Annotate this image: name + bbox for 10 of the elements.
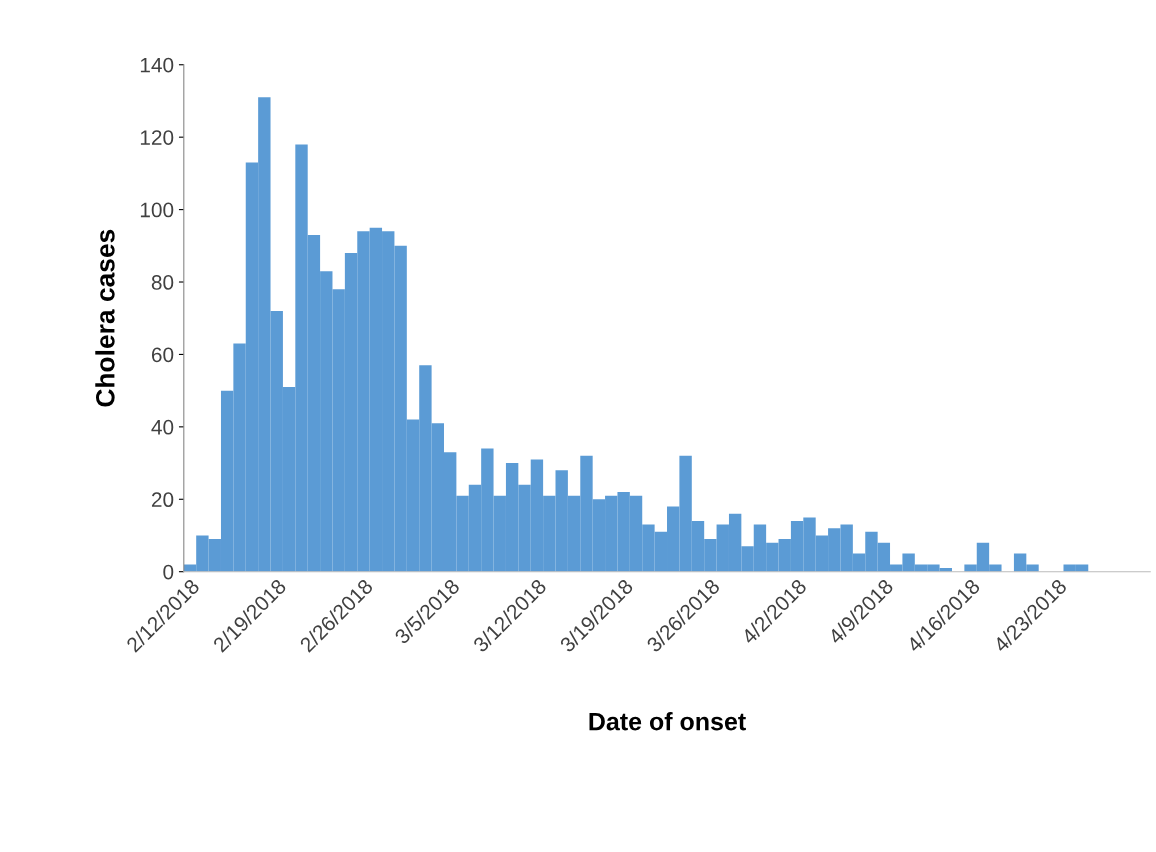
y-tick-label: 0 [163, 564, 174, 580]
y-tick-label: 100 [140, 202, 174, 218]
y-tick-label: 80 [151, 275, 174, 290]
y-axis-title: Cholera cases [95, 229, 115, 407]
y-tick-label: 120 [140, 130, 174, 145]
x-axis-title: Date of onset [589, 712, 746, 731]
y-tick-label: 20 [151, 492, 174, 508]
y-tick-label: 140 [140, 57, 174, 73]
y-tick-label: 40 [151, 419, 174, 435]
y-tick-label: 60 [151, 347, 174, 363]
